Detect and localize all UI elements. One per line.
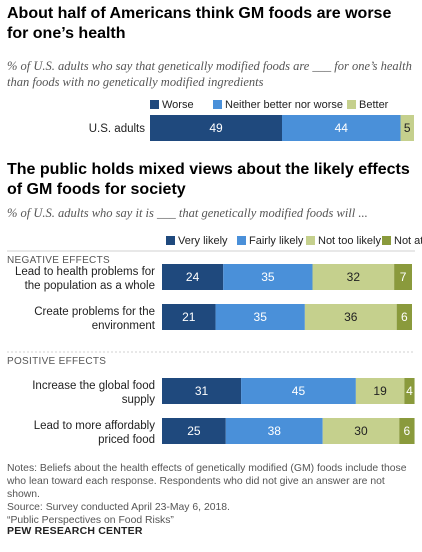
category-label: U.S. adults — [89, 123, 145, 135]
chart1-bar — [282, 115, 401, 141]
report-title: “Public Perspectives on Food Risks” — [7, 515, 174, 526]
legend-label: Neither better nor worse — [225, 99, 343, 111]
chart2-row3-bar — [404, 378, 415, 404]
category-label: Lead to health problems for the populatio… — [15, 266, 155, 292]
legend-label: Very likely — [178, 235, 228, 247]
chart2-row2-bar — [215, 304, 305, 330]
legend-swatch — [347, 100, 356, 109]
chart2-row3-value: 31 — [195, 384, 209, 398]
chart2-row2-value: 6 — [401, 310, 408, 324]
chart2-row1-bar — [312, 264, 395, 290]
notes-text: Notes: Beliefs about the health effects … — [7, 463, 407, 500]
chart2-row3-value: 19 — [373, 384, 387, 398]
chart2-row1-value: 24 — [186, 270, 200, 284]
chart2-row4-value: 6 — [404, 424, 411, 438]
chart2-row3-bar — [355, 378, 405, 404]
chart2-row4-bar — [322, 418, 400, 444]
legend-swatch — [213, 100, 222, 109]
chart2-row4-value: 25 — [187, 424, 201, 438]
chart2-row3-value: 4 — [406, 384, 413, 398]
chart2-row1-value: 32 — [347, 270, 361, 284]
chart2-row4-value: 38 — [268, 424, 282, 438]
chart1-subtitle: % of U.S. adults who say that geneticall… — [7, 59, 412, 89]
category-label: Increase the global food supply — [32, 380, 155, 406]
legend-label: Better — [359, 99, 389, 111]
legend-swatch — [237, 236, 246, 245]
chart2-row3-bar — [241, 378, 356, 404]
chart2-row2-value: 21 — [182, 310, 196, 324]
chart2-row4-bar — [399, 418, 415, 444]
chart2-row4-bar — [225, 418, 323, 444]
chart2-row1-value: 35 — [261, 270, 275, 284]
category-label: Create problems for the environment — [34, 306, 156, 332]
chart2-row1-value: 7 — [400, 270, 407, 284]
chart2-row2-bar — [304, 304, 397, 330]
legend-swatch — [166, 236, 175, 245]
legend-label: Worse — [162, 99, 194, 111]
source-text: Source: Survey conducted April 23-May 6,… — [7, 502, 230, 513]
chart1-bar — [150, 115, 282, 141]
legend-label: Fairly likely — [249, 235, 304, 247]
chart2-row3-bar — [162, 378, 242, 404]
group-label: POSITIVE EFFECTS — [7, 356, 106, 367]
chart2-title: The public holds mixed views about the l… — [7, 161, 410, 198]
chart2-subtitle: % of U.S. adults who say it is ___ that … — [7, 206, 368, 220]
group-label: NEGATIVE EFFECTS — [7, 255, 110, 266]
chart1-value: 49 — [209, 121, 223, 135]
chart2-row1-bar — [223, 264, 313, 290]
legend-label: Not at all likely — [394, 235, 422, 247]
chart2-row4-bar — [162, 418, 226, 444]
chart-notes: Notes: Beliefs about the health effects … — [7, 462, 419, 527]
legend-swatch — [150, 100, 159, 109]
chart1-value: 5 — [404, 121, 411, 135]
legend-swatch — [306, 236, 315, 245]
chart2-row3-value: 45 — [292, 384, 306, 398]
legend-label: Not too likely — [318, 235, 381, 247]
chart2-row1-bar — [394, 264, 412, 290]
chart2-row2-bar — [162, 304, 216, 330]
chart1-title: About half of Americans think GM foods a… — [7, 5, 392, 42]
chart2-row2-bar — [396, 304, 412, 330]
chart2-row2-value: 36 — [344, 310, 358, 324]
pew-logo: PEW RESEARCH CENTER — [7, 525, 143, 537]
chart1-bar — [400, 115, 414, 141]
chart2-row2-value: 35 — [254, 310, 268, 324]
chart1-value: 44 — [335, 121, 349, 135]
legend-swatch — [382, 236, 391, 245]
chart2-row4-value: 30 — [354, 424, 368, 438]
chart2-row1-bar — [162, 264, 224, 290]
category-label: Lead to more affordably priced food — [34, 420, 156, 446]
